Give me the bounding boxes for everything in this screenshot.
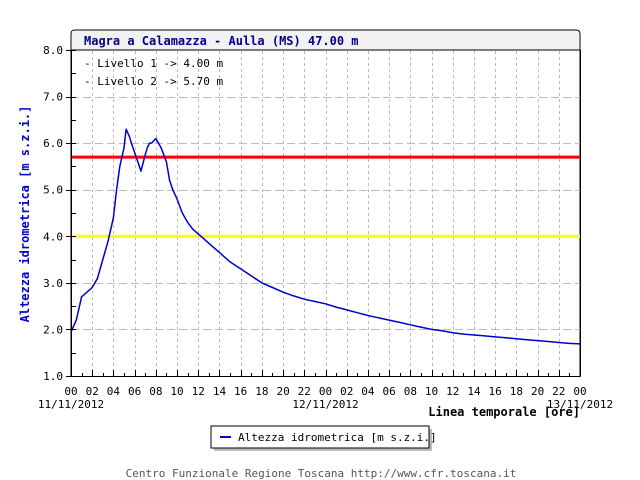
x-tick-label: 14 [213, 385, 227, 398]
y-tick-label: 7.0 [43, 91, 63, 104]
x-tick-label: 22 [298, 385, 311, 398]
level-1-label: - Livello 1 -> 4.00 m [84, 57, 223, 70]
x-tick-label: 08 [404, 385, 417, 398]
x-tick-label: 10 [170, 385, 183, 398]
x-tick-label: 00 [64, 385, 77, 398]
date-label: 13/11/2012 [547, 398, 613, 411]
date-label: 11/11/2012 [38, 398, 104, 411]
date-label: 12/11/2012 [292, 398, 358, 411]
x-tick-label: 12 [446, 385, 459, 398]
level-2-label: - Livello 2 -> 5.70 m [84, 75, 223, 88]
series-line [70, 128, 581, 345]
x-tick-label: 08 [149, 385, 162, 398]
x-tick-label: 04 [107, 385, 121, 398]
data-series [70, 128, 581, 345]
x-tick-label: 12 [192, 385, 205, 398]
y-tick-label: 3.0 [43, 277, 63, 290]
x-tick-label: 18 [510, 385, 523, 398]
x-tick-label: 06 [383, 385, 396, 398]
y-tick-label: 2.0 [43, 323, 63, 336]
chart-frame [70, 29, 581, 376]
footer-credit: Centro Funzionale Regione Toscana http:/… [126, 467, 517, 480]
x-tick-label: 20 [276, 385, 289, 398]
x-tick-label: 02 [340, 385, 353, 398]
x-tick-label: 18 [255, 385, 268, 398]
y-tick-label: 8.0 [43, 44, 63, 57]
legend-label: Altezza idrometrica [m s.z.i.] [238, 431, 437, 444]
x-tick-label: 02 [86, 385, 99, 398]
x-tick-label: 06 [128, 385, 141, 398]
grid-lines [71, 51, 580, 376]
axes: 00 02 04 06 08 10 12 14 16 18 20 22 00 02 04 06 08 10 12 14… [38, 44, 613, 411]
y-tick-label: 5.0 [43, 184, 63, 197]
y-tick-label: 1.0 [43, 370, 63, 383]
x-tick-label: 16 [489, 385, 502, 398]
x-tick-label: 00 [319, 385, 332, 398]
x-tick-label: 20 [531, 385, 544, 398]
threshold-lines [72, 155, 580, 238]
x-tick-label: 04 [361, 385, 375, 398]
x-tick-label: 00 [573, 385, 586, 398]
y-tick-label: 6.0 [43, 137, 63, 150]
x-axis-label: Linea temporale [ore] [428, 405, 580, 419]
y-axis-label: Altezza idrometrica [m s.z.i.] [18, 106, 32, 323]
chart-title: Magra a Calamazza - Aulla (MS) 47.00 m [84, 34, 359, 48]
x-tick-label: 16 [234, 385, 247, 398]
x-tick-label: 22 [552, 385, 565, 398]
x-tick-label: 10 [425, 385, 438, 398]
title-band [72, 31, 579, 50]
x-tick-label: 14 [467, 385, 481, 398]
legend: Altezza idrometrica [m s.z.i.] [210, 425, 437, 451]
y-tick-label: 4.0 [43, 230, 63, 243]
